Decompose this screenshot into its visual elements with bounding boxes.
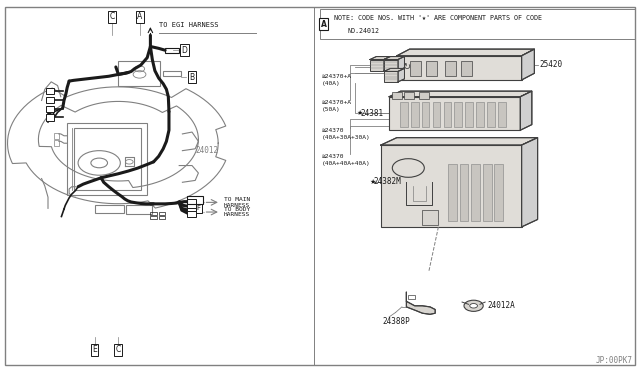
Bar <box>150 212 157 215</box>
Bar <box>389 97 520 130</box>
Bar <box>445 61 456 76</box>
Polygon shape <box>384 57 390 71</box>
Bar <box>476 102 484 127</box>
Polygon shape <box>370 57 390 60</box>
Text: B: B <box>189 73 195 81</box>
Bar <box>400 102 408 127</box>
Polygon shape <box>389 91 532 97</box>
Text: 24012: 24012 <box>195 146 218 155</box>
Bar <box>126 205 152 214</box>
Text: 24381: 24381 <box>360 109 383 118</box>
Bar <box>46 88 54 94</box>
Bar <box>163 71 181 76</box>
Bar <box>404 92 414 99</box>
Text: TO EGI HARNESS: TO EGI HARNESS <box>159 22 218 28</box>
Bar <box>54 133 59 139</box>
Bar <box>54 140 59 146</box>
Polygon shape <box>384 68 404 71</box>
Circle shape <box>464 300 483 311</box>
Bar <box>461 61 472 76</box>
Bar <box>74 128 141 190</box>
Polygon shape <box>381 138 538 145</box>
Polygon shape <box>522 138 538 227</box>
Bar <box>433 102 440 127</box>
Bar <box>454 102 462 127</box>
Bar <box>67 123 147 195</box>
Text: TO MAIN
HARNESS: TO MAIN HARNESS <box>224 197 250 208</box>
Polygon shape <box>398 57 404 71</box>
Bar <box>187 199 196 205</box>
Text: C: C <box>116 345 121 354</box>
Bar <box>483 164 492 221</box>
Polygon shape <box>520 91 532 130</box>
Text: 24382M: 24382M <box>374 177 401 186</box>
Bar <box>494 164 503 221</box>
Bar <box>471 164 480 221</box>
Text: F: F <box>196 205 200 211</box>
Circle shape <box>470 304 477 308</box>
Bar <box>46 97 54 103</box>
Bar <box>422 210 438 225</box>
Text: 24388P: 24388P <box>383 317 410 326</box>
Text: 25420: 25420 <box>540 60 563 69</box>
Polygon shape <box>406 292 435 314</box>
Bar <box>460 164 468 221</box>
Bar <box>320 9 635 39</box>
Bar <box>165 48 179 53</box>
Bar <box>422 102 429 127</box>
Bar <box>46 106 54 112</box>
Text: A: A <box>137 12 142 21</box>
Text: ★: ★ <box>370 179 376 185</box>
Bar <box>384 60 398 71</box>
Bar <box>392 92 402 99</box>
Text: E: E <box>92 345 97 354</box>
Text: TO BODY
HARNESS: TO BODY HARNESS <box>224 206 250 218</box>
Text: NO.24012: NO.24012 <box>348 28 380 33</box>
Text: NOTE: CODE NOS. WITH '★' ARE COMPONENT PARTS OF CODE: NOTE: CODE NOS. WITH '★' ARE COMPONENT P… <box>334 15 542 21</box>
Bar <box>419 92 429 99</box>
Bar <box>150 216 157 219</box>
Text: JP:00PK7: JP:00PK7 <box>596 356 633 365</box>
Text: 24012A: 24012A <box>488 301 515 310</box>
Bar <box>444 102 451 127</box>
Bar <box>426 61 437 76</box>
Text: A: A <box>321 20 327 29</box>
Bar <box>408 295 415 299</box>
Bar <box>487 102 495 127</box>
Text: ★: ★ <box>356 110 363 116</box>
Bar <box>159 212 165 215</box>
Bar <box>410 61 421 76</box>
Polygon shape <box>398 68 404 82</box>
Bar <box>498 102 506 127</box>
Bar <box>46 114 54 121</box>
Bar <box>95 205 124 213</box>
Bar <box>448 164 457 221</box>
Polygon shape <box>522 49 534 80</box>
Polygon shape <box>384 57 404 60</box>
Text: C: C <box>109 12 115 21</box>
Text: D: D <box>181 46 188 55</box>
Text: ≅24370+A
(40A): ≅24370+A (40A) <box>321 74 351 86</box>
Polygon shape <box>397 49 534 56</box>
Bar <box>159 216 165 219</box>
Text: ↻: ↻ <box>402 62 410 72</box>
Bar <box>187 196 203 204</box>
Text: ≅24370+A
(50A): ≅24370+A (50A) <box>321 100 351 112</box>
Bar <box>381 145 522 227</box>
Bar <box>465 102 473 127</box>
Bar <box>187 204 196 209</box>
Text: ≅24370
(40A+40A+40A): ≅24370 (40A+40A+40A) <box>321 154 370 166</box>
Bar <box>384 71 398 82</box>
Bar <box>397 56 522 80</box>
Bar <box>187 208 196 213</box>
Bar <box>370 60 384 71</box>
Bar <box>118 61 160 86</box>
Text: ≅24370
(40A+30A+30A): ≅24370 (40A+30A+30A) <box>321 128 370 140</box>
Bar <box>411 102 419 127</box>
Bar <box>187 211 196 217</box>
